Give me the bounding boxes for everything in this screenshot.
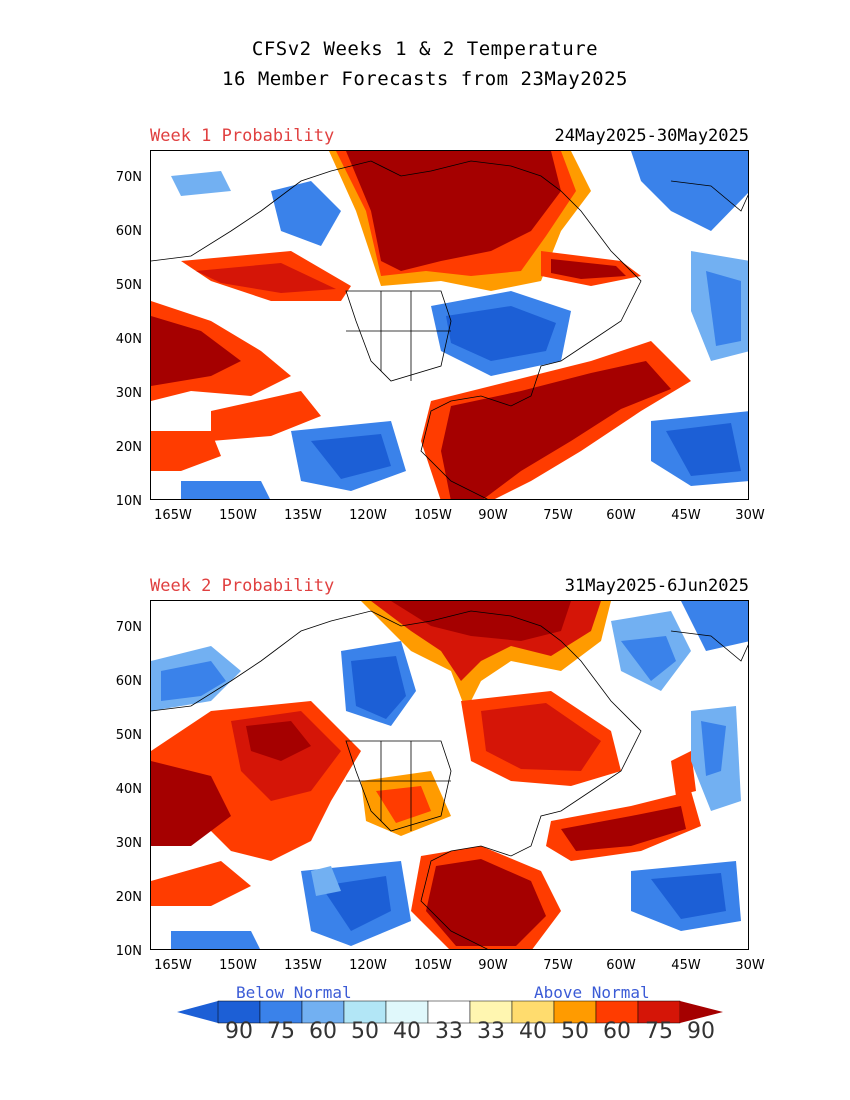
legend-arrow-below [177, 1001, 218, 1023]
legend-below-label: Below Normal [236, 983, 352, 1002]
lat-tick: 20N [115, 440, 142, 455]
lon-tick: 30W [735, 508, 765, 523]
lon-tick: 105W [414, 958, 452, 973]
lat-tick: 30N [115, 386, 142, 401]
lon-tick: 30W [735, 958, 765, 973]
lat-tick: 20N [115, 890, 142, 905]
lon-tick: 105W [414, 508, 452, 523]
chart-title: CFSv2 Weeks 1 & 2 Temperature [251, 38, 599, 60]
lat-tick: 30N [115, 836, 142, 851]
legend-number: 75 [267, 1019, 295, 1044]
lon-tick: 75W [543, 508, 573, 523]
lat-tick: 60N [115, 674, 142, 689]
lon-tick: 150W [219, 958, 257, 973]
lon-tick: 165W [154, 508, 192, 523]
lat-tick: 70N [115, 170, 142, 185]
lon-tick: 75W [543, 958, 573, 973]
legend-number: 90 [687, 1019, 715, 1044]
lat-tick: 70N [115, 620, 142, 635]
week1-label: Week 1 Probability [150, 126, 335, 146]
legend-arrow-above [680, 1001, 723, 1023]
lat-tick: 40N [115, 782, 142, 797]
lon-tick: 120W [349, 508, 387, 523]
lat-tick: 50N [115, 728, 142, 743]
legend-number: 50 [561, 1019, 589, 1044]
week2-coastlines [151, 610, 748, 949]
lon-tick: 45W [671, 508, 701, 523]
legend-number: 33 [477, 1019, 505, 1044]
legend-above-label: Above Normal [534, 983, 650, 1002]
week1-coastlines [151, 160, 748, 499]
lat-tick: 50N [115, 278, 142, 293]
lat-tick: 10N [115, 944, 142, 959]
week2-dates: 31May2025-6Jun2025 [564, 576, 749, 596]
week2-below-normal-field [151, 601, 748, 949]
lon-tick: 165W [154, 958, 192, 973]
legend-number: 60 [309, 1019, 337, 1044]
lon-tick: 120W [349, 958, 387, 973]
lat-tick: 10N [115, 494, 142, 509]
lat-tick: 60N [115, 224, 142, 239]
lat-tick: 40N [115, 332, 142, 347]
legend-number: 90 [225, 1019, 253, 1044]
chart-subtitle: 16 Member Forecasts from 23May2025 [222, 68, 628, 90]
lon-tick: 90W [478, 508, 508, 523]
lon-tick: 135W [284, 508, 322, 523]
lon-tick: 60W [606, 958, 636, 973]
week2-above-normal-field [151, 601, 701, 949]
legend-number: 33 [435, 1019, 463, 1044]
lon-tick: 150W [219, 508, 257, 523]
lon-tick: 90W [478, 958, 508, 973]
color-legend [177, 1000, 723, 1024]
week1-map [150, 150, 749, 500]
legend-number: 40 [393, 1019, 421, 1044]
week2-map [150, 600, 749, 950]
legend-number: 60 [603, 1019, 631, 1044]
week1-below-normal-field [171, 151, 748, 499]
lon-tick: 135W [284, 958, 322, 973]
week2-label: Week 2 Probability [150, 576, 335, 596]
lon-tick: 60W [606, 508, 636, 523]
legend-number: 75 [645, 1019, 673, 1044]
week1-dates: 24May2025-30May2025 [554, 126, 749, 146]
legend-number: 40 [519, 1019, 547, 1044]
legend-number: 50 [351, 1019, 379, 1044]
lon-tick: 45W [671, 958, 701, 973]
week1-above-normal-field [151, 151, 691, 499]
